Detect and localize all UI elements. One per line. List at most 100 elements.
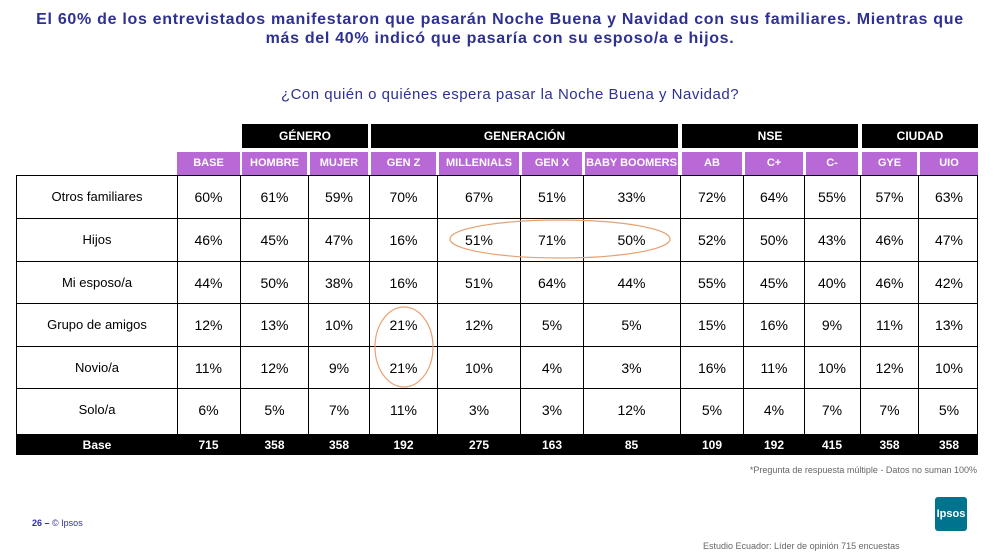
table-cell: 64% bbox=[537, 275, 567, 291]
table-cell: 38% bbox=[324, 275, 354, 291]
table-cell: 44% bbox=[194, 275, 223, 291]
column-header: GEN X bbox=[522, 152, 582, 175]
table-cell: 11% bbox=[195, 360, 222, 376]
column-divider bbox=[918, 175, 919, 435]
table-cell: 7% bbox=[328, 402, 350, 418]
column-divider bbox=[177, 175, 178, 435]
row-label: Hijos bbox=[82, 232, 112, 247]
table-cell: 10% bbox=[817, 360, 847, 376]
table-cell: 10% bbox=[324, 317, 354, 333]
ipsos-logo: Ipsos bbox=[935, 497, 967, 531]
table-cell: 42% bbox=[934, 275, 964, 291]
table-cell: 61% bbox=[260, 189, 289, 205]
base-row-label: Base bbox=[82, 438, 112, 452]
table-cell: 12% bbox=[875, 360, 904, 376]
column-header: BABY BOOMERS bbox=[585, 152, 678, 175]
table-cell: 9% bbox=[328, 360, 350, 376]
base-cell: 358 bbox=[938, 438, 960, 452]
table-cell: 57% bbox=[875, 189, 904, 205]
table-cell: 5% bbox=[701, 402, 723, 418]
table-cell: 16% bbox=[389, 232, 418, 248]
row-divider bbox=[16, 261, 978, 262]
column-header: MUJER bbox=[310, 152, 368, 175]
table-cell: 13% bbox=[260, 317, 289, 333]
table-cell: 3% bbox=[621, 360, 642, 376]
base-cell: 109 bbox=[701, 438, 723, 452]
group-header: CIUDAD bbox=[862, 124, 978, 148]
table-cell: 45% bbox=[759, 275, 789, 291]
base-cell: 275 bbox=[468, 438, 490, 452]
base-cell: 358 bbox=[264, 438, 285, 452]
table-cell: 60% bbox=[194, 189, 223, 205]
column-header: AB bbox=[682, 152, 742, 175]
column-divider bbox=[860, 175, 861, 435]
column-header: BASE bbox=[177, 152, 240, 175]
page-footer: 26 – © Ipsos bbox=[32, 518, 83, 528]
table-cell: 6% bbox=[198, 402, 219, 418]
table-cell: 47% bbox=[934, 232, 964, 248]
row-divider bbox=[16, 218, 978, 219]
column-header: UIO bbox=[920, 152, 978, 175]
table-cell: 21% bbox=[389, 360, 418, 376]
column-header: MILLENIALS bbox=[439, 152, 519, 175]
table-cell: 33% bbox=[617, 189, 646, 205]
table-cell: 5% bbox=[938, 402, 960, 418]
table-cell: 10% bbox=[934, 360, 964, 376]
table-cell: 12% bbox=[617, 402, 646, 418]
table-cell: 12% bbox=[260, 360, 289, 376]
table-cell: 11% bbox=[390, 402, 417, 418]
table-frame bbox=[16, 175, 978, 435]
table-cell: 59% bbox=[324, 189, 354, 205]
table-cell: 72% bbox=[697, 189, 727, 205]
table-cell: 46% bbox=[875, 275, 904, 291]
table-cell: 67% bbox=[464, 189, 494, 205]
column-header: GYE bbox=[862, 152, 917, 175]
column-divider bbox=[369, 175, 370, 435]
highlight-circle-genz bbox=[374, 306, 434, 388]
row-divider bbox=[16, 346, 978, 347]
study-caption: Estudio Ecuador: Líder de opinión 715 en… bbox=[703, 541, 900, 551]
table-cell: 46% bbox=[194, 232, 223, 248]
column-divider bbox=[680, 175, 681, 435]
table-cell: 5% bbox=[621, 317, 642, 333]
table-cell: 70% bbox=[389, 189, 418, 205]
table-cell: 16% bbox=[697, 360, 727, 376]
table-cell: 40% bbox=[817, 275, 847, 291]
row-label: Novio/a bbox=[74, 360, 120, 375]
column-header: HOMBRE bbox=[242, 152, 307, 175]
copyright: © Ipsos bbox=[52, 518, 83, 528]
table-cell: 5% bbox=[541, 317, 563, 333]
table-cell: 63% bbox=[934, 189, 964, 205]
base-cell: 163 bbox=[541, 438, 563, 452]
base-cell: 715 bbox=[198, 438, 219, 452]
table-cell: 3% bbox=[468, 402, 490, 418]
row-label: Solo/a bbox=[78, 402, 116, 417]
table-cell: 71% bbox=[537, 232, 567, 248]
table-cell: 50% bbox=[260, 275, 289, 291]
group-header: NSE bbox=[682, 124, 858, 148]
table-cell: 11% bbox=[760, 360, 788, 376]
base-cell: 192 bbox=[393, 438, 414, 452]
group-header: GÉNERO bbox=[242, 124, 368, 148]
table-cell: 51% bbox=[464, 232, 494, 248]
table-cell: 16% bbox=[759, 317, 789, 333]
table-cell: 43% bbox=[817, 232, 847, 248]
table-cell: 46% bbox=[875, 232, 904, 248]
table-cell: 7% bbox=[879, 402, 900, 418]
base-cell: 415 bbox=[821, 438, 843, 452]
table-cell: 13% bbox=[934, 317, 964, 333]
table-cell: 44% bbox=[617, 275, 646, 291]
column-header: C+ bbox=[745, 152, 803, 175]
table-cell: 4% bbox=[763, 402, 785, 418]
table-cell: 5% bbox=[264, 402, 285, 418]
column-divider bbox=[743, 175, 744, 435]
highlight-circle-hijos bbox=[449, 219, 671, 259]
table-cell: 9% bbox=[821, 317, 843, 333]
base-cell: 358 bbox=[879, 438, 900, 452]
table-cell: 15% bbox=[697, 317, 727, 333]
survey-question: ¿Con quién o quiénes espera pasar la Noc… bbox=[280, 86, 740, 103]
column-header: C- bbox=[806, 152, 858, 175]
base-row bbox=[16, 435, 978, 455]
table-cell: 50% bbox=[617, 232, 646, 248]
table-cell: 47% bbox=[324, 232, 354, 248]
